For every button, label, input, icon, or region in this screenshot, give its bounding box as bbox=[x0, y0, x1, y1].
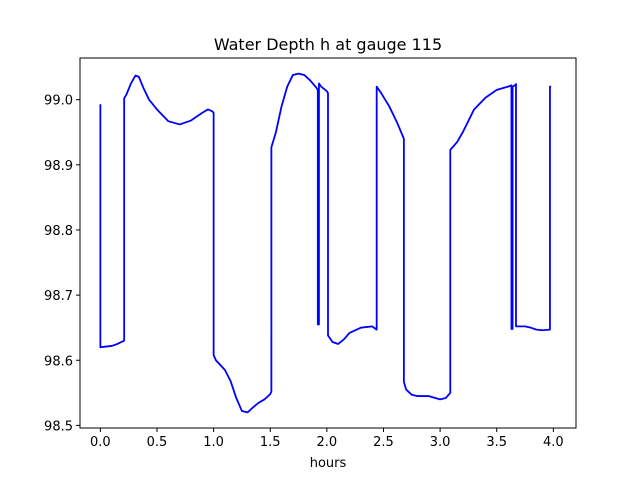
x-tick-label: 0.5 bbox=[147, 435, 168, 450]
y-tick-label: 98.7 bbox=[44, 289, 73, 304]
x-tick-label: 0.0 bbox=[90, 435, 111, 450]
x-tick-label: 2.5 bbox=[373, 435, 394, 450]
x-axis-label: hours bbox=[310, 456, 347, 471]
x-tick-label: 4.0 bbox=[543, 435, 564, 450]
x-tick-label: 3.5 bbox=[486, 435, 507, 450]
x-tick-label: 3.0 bbox=[430, 435, 451, 450]
y-tick-label: 98.8 bbox=[44, 224, 73, 239]
y-tick-label: 98.6 bbox=[44, 354, 73, 369]
y-tick-label: 98.5 bbox=[44, 419, 73, 434]
y-tick-label: 98.9 bbox=[44, 159, 73, 174]
series-layer bbox=[99, 72, 552, 414]
y-tick-label: 99.0 bbox=[44, 94, 73, 109]
x-tick-label: 1.0 bbox=[203, 435, 224, 450]
x-tick-label: 1.5 bbox=[260, 435, 281, 450]
series-line-0 bbox=[99, 72, 552, 414]
chart-title: Water Depth h at gauge 115 bbox=[214, 35, 442, 54]
y-axis: 98.5 98.6 98.7 98.8 98.9 99.0 bbox=[44, 94, 80, 434]
plot-frame bbox=[79, 57, 577, 429]
x-axis: 0.0 0.5 1.0 1.5 2.0 2.5 3.0 3.5 4.0 bbox=[90, 428, 564, 450]
x-tick-label: 2.0 bbox=[317, 435, 338, 450]
